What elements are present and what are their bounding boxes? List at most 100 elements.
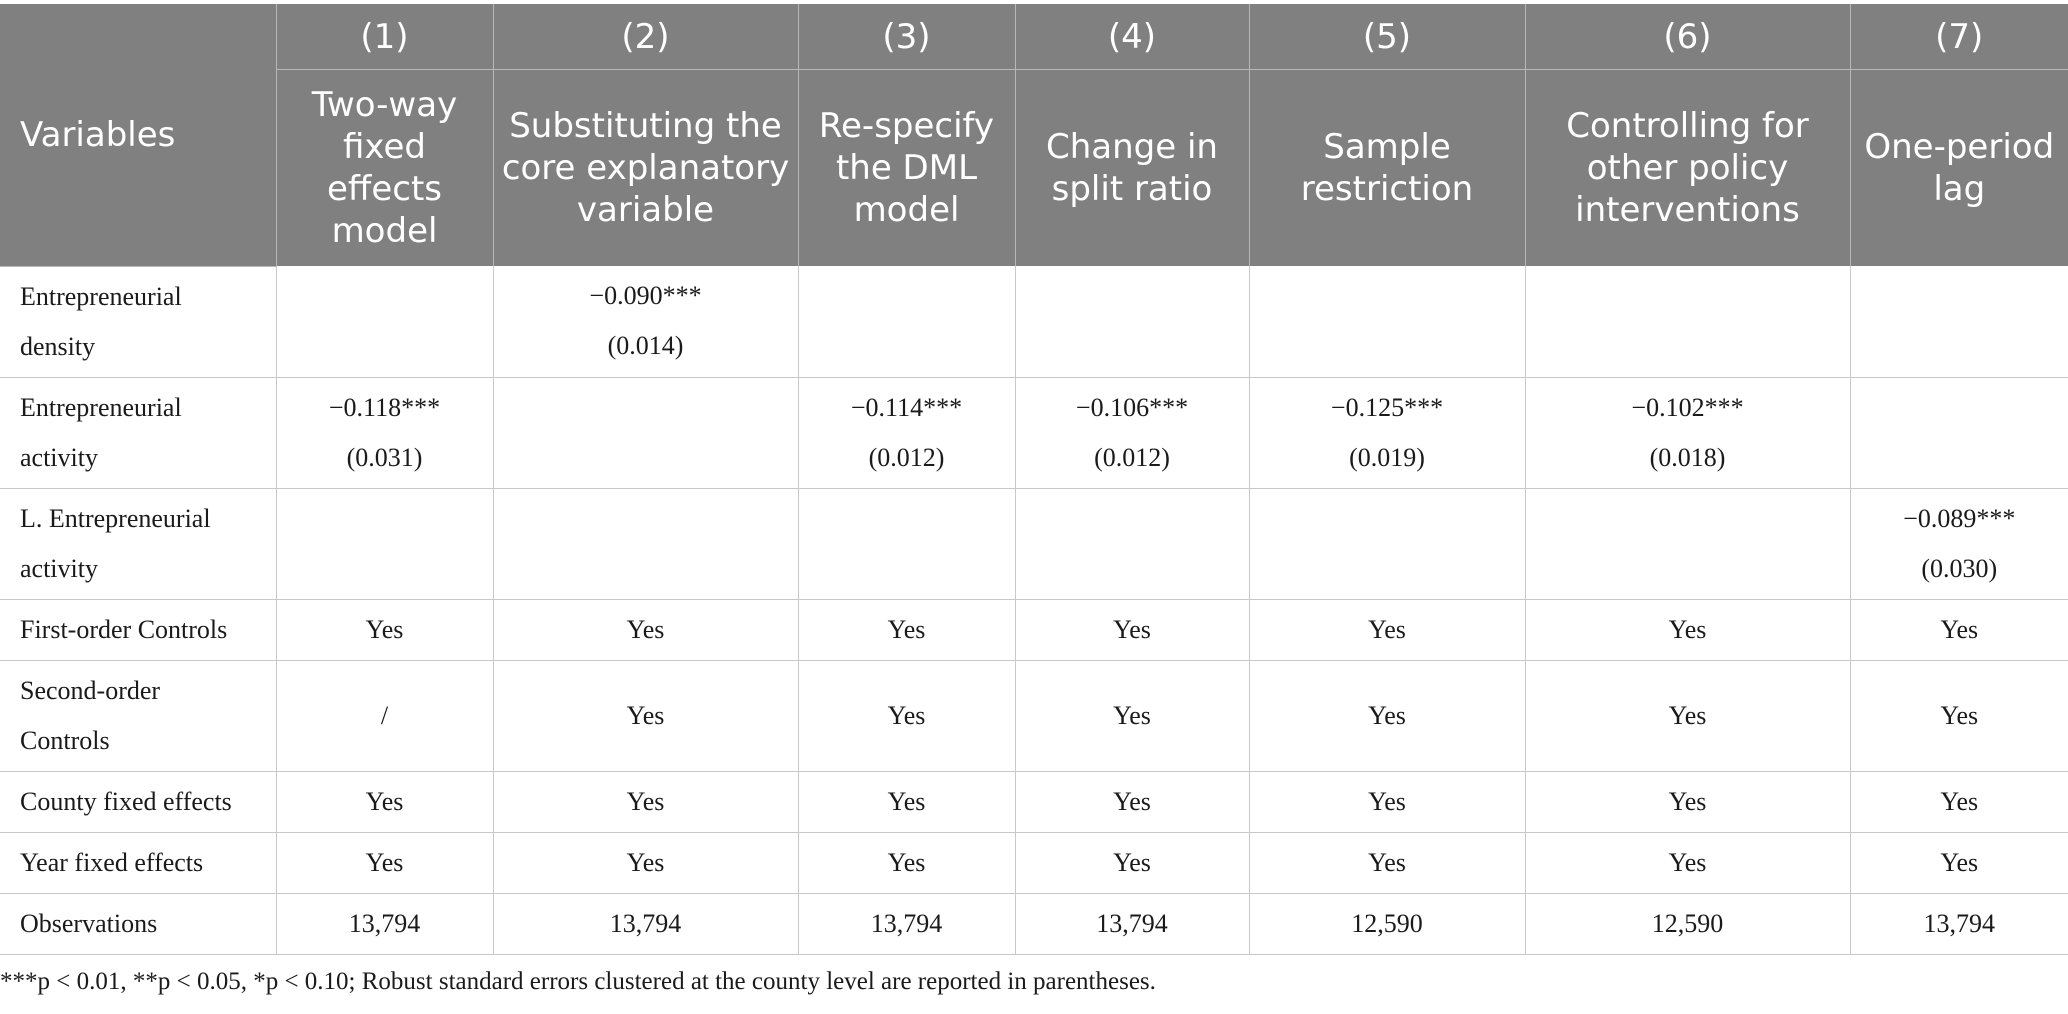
variable-label-line: County fixed effects xyxy=(20,786,232,816)
regression-table: Variables (1) (2) (3) (4) (5) (6) (7) Tw… xyxy=(0,4,2068,955)
table-cell: 13,794 xyxy=(276,893,494,955)
cell-value: Yes xyxy=(1113,700,1151,730)
cell-value: Yes xyxy=(1113,786,1151,816)
row-variable-label: Year fixed effects xyxy=(0,832,277,894)
column-number: (4) xyxy=(1015,4,1250,70)
cell-value: Yes xyxy=(1668,786,1707,816)
table-cell: Yes xyxy=(276,599,494,661)
table-cell: −0.089*** (0.030) xyxy=(1850,488,2068,600)
table-cell: −0.090*** (0.014) xyxy=(493,266,799,378)
column-description: Sample restriction xyxy=(1249,69,1526,266)
coefficient-value: −0.106*** xyxy=(1075,392,1189,422)
table-cell: Yes xyxy=(493,771,799,833)
cell-value: Yes xyxy=(1940,614,1979,644)
table-cell: Yes xyxy=(1015,660,1250,772)
table-cell: Yes xyxy=(493,832,799,894)
table-cell: 13,794 xyxy=(798,893,1016,955)
table-row: Entrepreneurial activity −0.118*** (0.031) −… xyxy=(0,377,2068,489)
variable-label-line: activity xyxy=(20,553,98,583)
table-cell: / xyxy=(276,660,494,772)
cell-value: Yes xyxy=(1113,614,1151,644)
table-cell: Yes xyxy=(1015,832,1250,894)
table-cell: Yes xyxy=(1249,832,1526,894)
cell-value: Yes xyxy=(626,847,665,877)
variable-label-line: Entrepreneurial xyxy=(20,281,182,311)
cell-value: / xyxy=(380,700,389,730)
cell-value: Yes xyxy=(1113,847,1151,877)
table-cell: Yes xyxy=(1525,599,1851,661)
table-cell: Yes xyxy=(798,832,1016,894)
cell-value: 13,794 xyxy=(870,908,943,938)
cell-value: 12,590 xyxy=(1351,908,1423,938)
variable-label-line: Entrepreneurial xyxy=(20,392,182,422)
column-description: Two-way fixed effects model xyxy=(276,69,494,266)
cell-value: Yes xyxy=(1668,614,1707,644)
cell-value: Yes xyxy=(887,700,926,730)
column-number: (5) xyxy=(1249,4,1526,70)
table-cell: Yes xyxy=(1850,832,2068,894)
table-row: L. Entrepreneurial activity −0.089*** (0.03… xyxy=(0,488,2068,600)
column-number: (6) xyxy=(1525,4,1851,70)
coefficient-value: −0.114*** xyxy=(850,392,963,422)
standard-error-value: (0.012) xyxy=(1094,442,1170,472)
coefficient-value: −0.125*** xyxy=(1330,392,1444,422)
table-cell: Yes xyxy=(1249,599,1526,661)
coefficient-value: −0.089*** xyxy=(1903,503,2016,533)
column-number: (3) xyxy=(798,4,1016,70)
column-number-row: Variables (1) (2) (3) (4) (5) (6) (7) xyxy=(0,4,2068,267)
table-cell: Yes xyxy=(276,832,494,894)
table-row: County fixed effects Yes Yes Yes Yes Yes Yes Ye… xyxy=(0,771,2068,833)
cell-value: Yes xyxy=(365,786,404,816)
cell-value: Yes xyxy=(1368,786,1406,816)
table-cell xyxy=(493,488,799,600)
standard-error-value: (0.019) xyxy=(1349,442,1425,472)
table-cell: Yes xyxy=(1525,832,1851,894)
row-variable-label: First-order Controls xyxy=(0,599,277,661)
cell-value: Yes xyxy=(1940,700,1979,730)
standard-error-value: (0.012) xyxy=(868,442,945,472)
variable-label-line: density xyxy=(20,331,96,361)
table-cell xyxy=(798,266,1016,378)
variable-label-line: L. Entrepreneurial xyxy=(20,503,211,533)
table-cell: 13,794 xyxy=(1015,893,1250,955)
table-cell xyxy=(1249,266,1526,378)
cell-value: 13,794 xyxy=(1096,908,1168,938)
table-cell: −0.106*** (0.012) xyxy=(1015,377,1250,489)
cell-value: 13,794 xyxy=(1923,908,1996,938)
cell-value: Yes xyxy=(1368,614,1406,644)
cell-value: Yes xyxy=(626,700,665,730)
cell-value: Yes xyxy=(365,614,404,644)
cell-value: Yes xyxy=(887,786,926,816)
table-cell xyxy=(1850,266,2068,378)
table-cell xyxy=(1525,488,1851,600)
table-cell xyxy=(1015,266,1250,378)
column-description-row: Two-way fixed effects model Substituting… xyxy=(0,69,2068,266)
cell-value: Yes xyxy=(626,614,665,644)
table-cell xyxy=(1249,488,1526,600)
column-number: (1) xyxy=(276,4,494,70)
table-cell xyxy=(1015,488,1250,600)
table-cell: Yes xyxy=(1249,660,1526,772)
standard-error-value: (0.014) xyxy=(607,331,684,361)
variable-label-line: Observations xyxy=(20,908,158,938)
column-description: One-period lag xyxy=(1850,69,2068,266)
table-row: Year fixed effects Yes Yes Yes Yes Yes Yes Yes xyxy=(0,832,2068,894)
table-header: Variables (1) (2) (3) (4) (5) (6) (7) Tw… xyxy=(0,4,2068,267)
table-cell xyxy=(493,377,799,489)
table-cell: Yes xyxy=(1525,660,1851,772)
table-body: Entrepreneurial density −0.090*** (0.014) En… xyxy=(0,266,2068,955)
table-cell: −0.118*** (0.031) xyxy=(276,377,494,489)
coefficient-value: −0.090*** xyxy=(589,281,702,311)
table-cell: 12,590 xyxy=(1525,893,1851,955)
table-cell: 13,794 xyxy=(1850,893,2068,955)
table-cell: Yes xyxy=(798,771,1016,833)
cell-value: Yes xyxy=(887,847,926,877)
row-variable-label: L. Entrepreneurial activity xyxy=(0,488,277,600)
variable-label-line: Second-order xyxy=(20,675,161,705)
column-description: Controlling for other policy interventio… xyxy=(1525,69,1851,266)
table-cell xyxy=(1850,377,2068,489)
cell-value: Yes xyxy=(1668,847,1707,877)
table-cell: Yes xyxy=(1850,599,2068,661)
table-cell: 12,590 xyxy=(1249,893,1526,955)
cell-value: Yes xyxy=(1368,847,1406,877)
